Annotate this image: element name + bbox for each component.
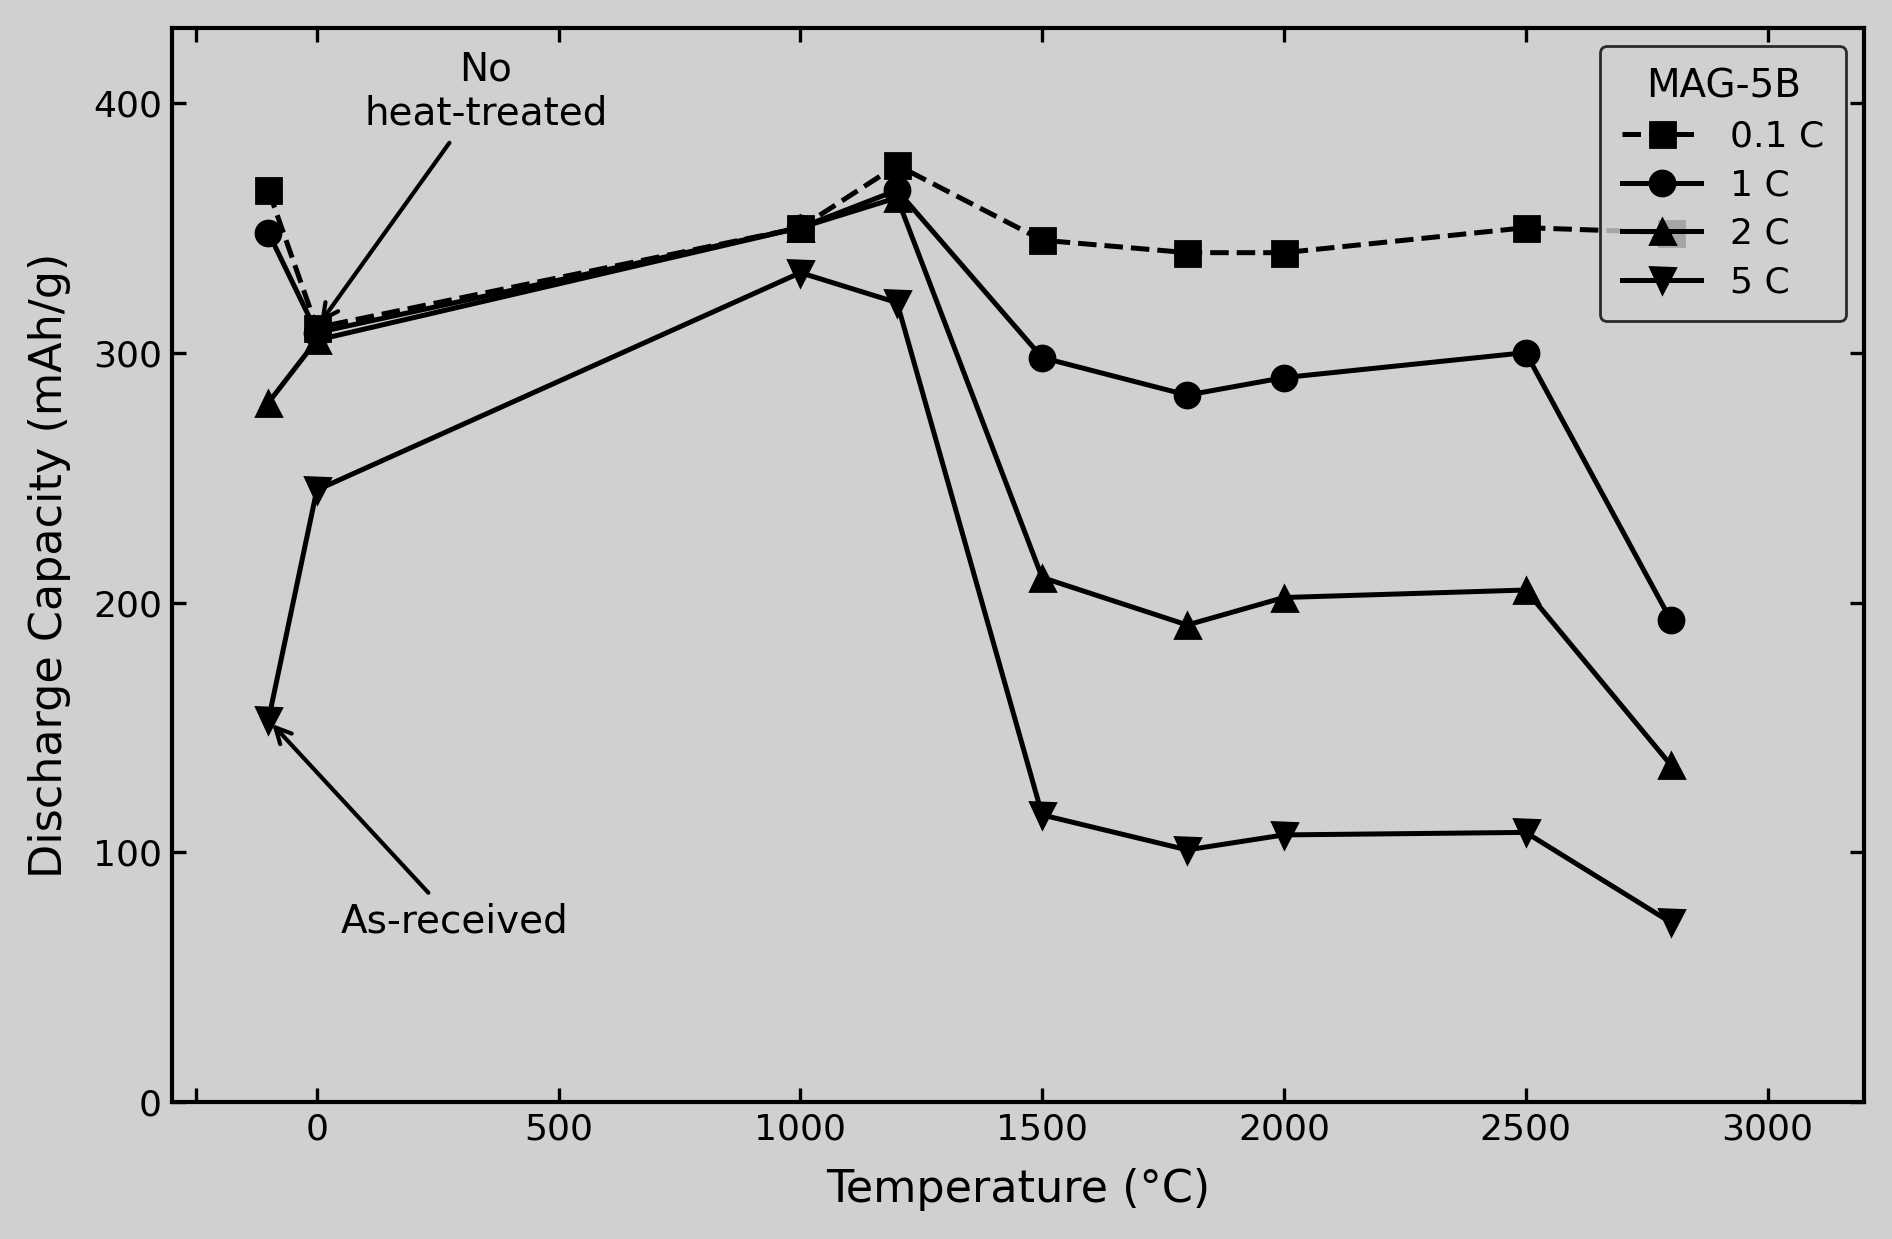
0.1 C: [789, 221, 812, 235]
5 C: [1514, 825, 1536, 840]
1 C: [1514, 346, 1536, 361]
2 C: [885, 191, 908, 206]
2 C: [1175, 617, 1198, 632]
1 C: [1659, 612, 1682, 627]
0.1 C: [1514, 221, 1536, 235]
1 C: [789, 221, 812, 235]
Text: No
heat-treated: No heat-treated: [324, 51, 607, 320]
2 C: [789, 221, 812, 235]
Text: As-received: As-received: [276, 727, 569, 940]
5 C: [789, 265, 812, 280]
0.1 C: [1031, 233, 1054, 248]
Line: 0.1 C: 0.1 C: [255, 152, 1684, 341]
1 C: [1175, 388, 1198, 403]
2 C: [257, 395, 280, 410]
2 C: [1659, 757, 1682, 772]
Legend: 0.1 C, 1 C, 2 C, 5 C: 0.1 C, 1 C, 2 C, 5 C: [1601, 46, 1847, 321]
0.1 C: [1175, 245, 1198, 260]
X-axis label: Temperature (°C): Temperature (°C): [827, 1168, 1211, 1212]
2 C: [1031, 570, 1054, 585]
5 C: [1273, 828, 1296, 843]
Y-axis label: Discharge Capacity (mAh/g): Discharge Capacity (mAh/g): [28, 253, 70, 877]
2 C: [1273, 590, 1296, 605]
5 C: [1031, 808, 1054, 823]
2 C: [1514, 582, 1536, 597]
0.1 C: [1659, 225, 1682, 240]
0.1 C: [305, 320, 327, 335]
0.1 C: [1273, 245, 1296, 260]
5 C: [1175, 843, 1198, 857]
Line: 5 C: 5 C: [255, 260, 1684, 935]
5 C: [885, 295, 908, 310]
2 C: [305, 333, 327, 348]
5 C: [257, 712, 280, 727]
0.1 C: [257, 183, 280, 198]
1 C: [257, 225, 280, 240]
1 C: [305, 325, 327, 339]
1 C: [885, 183, 908, 198]
Line: 2 C: 2 C: [255, 185, 1684, 777]
5 C: [1659, 914, 1682, 929]
5 C: [305, 483, 327, 498]
Line: 1 C: 1 C: [255, 177, 1684, 632]
0.1 C: [885, 157, 908, 172]
1 C: [1031, 351, 1054, 366]
1 C: [1273, 370, 1296, 385]
